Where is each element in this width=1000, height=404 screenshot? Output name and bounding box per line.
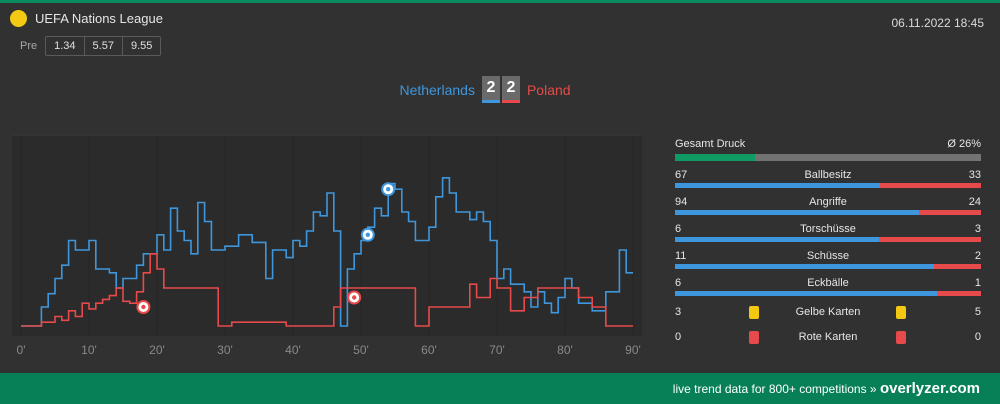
x-tick-label: 0' bbox=[17, 343, 26, 357]
pressure-value: Ø 26% bbox=[947, 138, 981, 150]
yellow-card-icon bbox=[896, 306, 906, 319]
x-tick-label: 20' bbox=[149, 343, 165, 357]
away-team-name[interactable]: Poland bbox=[526, 81, 571, 98]
stat-label: Ballbesitz bbox=[804, 169, 852, 181]
odds-home[interactable]: 1.34 bbox=[46, 37, 85, 55]
goal-ball-center bbox=[365, 232, 370, 237]
stat-bar-home bbox=[675, 264, 934, 269]
stat-bar bbox=[675, 210, 981, 215]
stat-row: 94 Angriffe 24 bbox=[675, 196, 981, 216]
stat-row: 67 Ballbesitz 33 bbox=[675, 169, 981, 189]
goal-ball-center bbox=[141, 304, 146, 310]
stat-row: 11 Schüsse 2 bbox=[675, 250, 981, 270]
goal-ball-center bbox=[386, 187, 391, 192]
stat-row: 6 Eckbälle 1 bbox=[675, 277, 981, 297]
footer-bar: live trend data for 800+ competitions » … bbox=[0, 373, 1000, 404]
odds-away[interactable]: 9.55 bbox=[130, 40, 153, 52]
stat-label: Angriffe bbox=[809, 196, 847, 208]
series-line-netherlands bbox=[21, 177, 633, 327]
chart-background bbox=[12, 134, 642, 336]
x-tick-label: 90' bbox=[625, 343, 641, 357]
top-accent-line bbox=[0, 0, 1000, 3]
stat-bar-away bbox=[880, 183, 981, 188]
odds-label: Pre bbox=[20, 40, 38, 52]
stat-bar-home bbox=[675, 210, 919, 215]
yellow-card-icon bbox=[749, 306, 759, 319]
stat-bar-away bbox=[937, 291, 981, 296]
pressure-bar bbox=[675, 154, 981, 161]
pressure-bar-fill bbox=[675, 154, 755, 161]
x-tick-label: 40' bbox=[285, 343, 301, 357]
stat-bar-away bbox=[918, 210, 981, 215]
stat-away-value: 1 bbox=[974, 277, 981, 289]
yellow-cards-away: 5 bbox=[974, 306, 981, 318]
stat-home-value: 6 bbox=[675, 277, 682, 289]
footer-link[interactable]: live trend data for 800+ competitions » … bbox=[673, 380, 980, 397]
stat-away-value: 3 bbox=[974, 223, 981, 235]
home-score: 2 bbox=[481, 76, 500, 103]
red-cards-away: 0 bbox=[974, 331, 981, 343]
stat-away-value: 24 bbox=[968, 196, 981, 208]
stat-bar-home bbox=[675, 291, 938, 296]
scoreline: Netherlands 2 2 Poland bbox=[0, 76, 970, 103]
stat-home-value: 67 bbox=[675, 169, 688, 181]
x-tick-label: 30' bbox=[217, 343, 233, 357]
red-cards-row: 0 Rote Karten 0 bbox=[675, 331, 981, 351]
stat-bar bbox=[675, 237, 981, 242]
red-card-icon bbox=[749, 331, 759, 344]
stat-away-value: 33 bbox=[968, 169, 981, 181]
match-date: 06.11.2022 18:45 bbox=[891, 16, 984, 30]
pressure-label: Gesamt Druck bbox=[675, 138, 746, 150]
stat-home-value: 11 bbox=[675, 250, 687, 262]
goal-ball-center bbox=[352, 295, 357, 300]
x-tick-label: 70' bbox=[489, 343, 505, 357]
red-cards-label: Rote Karten bbox=[798, 331, 858, 343]
x-tick-label: 10' bbox=[81, 343, 97, 357]
stat-home-value: 94 bbox=[675, 196, 688, 208]
footer-text: live trend data for 800+ competitions » bbox=[672, 382, 877, 396]
series-line-poland bbox=[21, 253, 633, 327]
stat-home-value: 6 bbox=[675, 223, 682, 235]
x-tick-label: 60' bbox=[421, 343, 437, 357]
x-tick-label: 80' bbox=[557, 343, 573, 357]
yellow-cards-home: 3 bbox=[675, 306, 682, 318]
odds-draw[interactable]: 5.57 bbox=[85, 37, 123, 55]
stat-bar bbox=[675, 291, 981, 296]
brand-logo: overlyzer.com bbox=[879, 380, 980, 397]
league-name: UEFA Nations League bbox=[35, 11, 163, 26]
odds-box: 1.34 5.57 9.55 bbox=[45, 36, 162, 56]
red-card-icon bbox=[896, 331, 906, 344]
away-score: 2 bbox=[501, 76, 520, 103]
x-tick-label: 50' bbox=[353, 343, 369, 357]
pre-match-odds: Pre 1.34 5.57 9.55 bbox=[20, 36, 162, 56]
stat-label: Schüsse bbox=[806, 250, 850, 262]
yellow-cards-row: 3 Gelbe Karten 5 bbox=[675, 306, 981, 326]
yellow-cards-label: Gelbe Karten bbox=[795, 306, 861, 318]
stat-bar-away bbox=[879, 237, 981, 242]
stat-bar-away bbox=[933, 264, 981, 269]
stat-bar-home bbox=[675, 237, 879, 242]
stat-bar-home bbox=[675, 183, 881, 188]
stat-bar bbox=[675, 264, 981, 269]
stat-label: Eckbälle bbox=[807, 277, 849, 289]
stat-bar bbox=[675, 183, 981, 188]
stat-away-value: 2 bbox=[974, 250, 981, 262]
stat-row: 6 Torschüsse 3 bbox=[675, 223, 981, 243]
home-team-name[interactable]: Netherlands bbox=[399, 81, 475, 98]
pressure-row: Gesamt Druck Ø 26% bbox=[675, 138, 981, 161]
league-header[interactable]: UEFA Nations League bbox=[10, 10, 163, 27]
pressure-trend-chart: 0' 10' 20' 30' 40' 50' 60' 70' 80' 90' bbox=[12, 134, 642, 357]
red-cards-home: 0 bbox=[675, 331, 682, 343]
stat-label: Torschüsse bbox=[800, 223, 856, 235]
league-icon bbox=[10, 10, 27, 27]
